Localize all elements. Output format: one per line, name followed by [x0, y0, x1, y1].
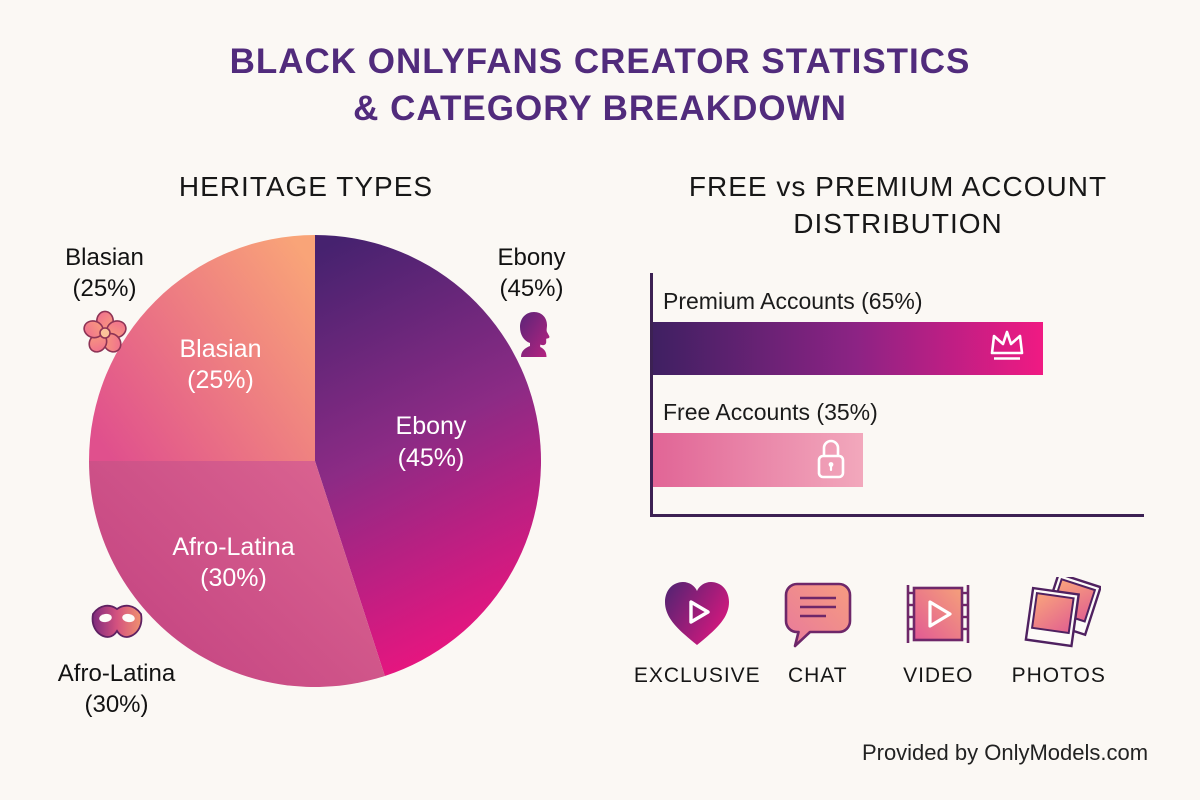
flower-icon — [32, 310, 177, 364]
bar-chart-x-axis — [650, 514, 1144, 517]
page-title-line2: & CATEGORY BREAKDOWN — [353, 89, 847, 128]
accounts-section-heading: FREE vs PREMIUM ACCOUNT DISTRIBUTION — [652, 168, 1144, 242]
callout-blasian-pct: (25%) — [72, 275, 137, 302]
feature-chat: CHAT — [758, 572, 879, 688]
pie-callout-blasian: Blasian (25%) — [32, 242, 177, 364]
callout-afro-latina-name: Afro-Latina — [57, 660, 176, 687]
film-strip-icon — [900, 572, 976, 656]
crown-icon — [985, 328, 1029, 369]
head-silhouette-icon — [459, 310, 604, 366]
feature-video-label: VIDEO — [903, 664, 974, 687]
free-bar — [653, 433, 863, 487]
bar-chart-y-axis — [650, 273, 653, 517]
heritage-pie-chart — [89, 235, 542, 688]
pie-label-ebony-name: Ebony — [395, 412, 467, 440]
carnival-mask-icon — [24, 600, 209, 654]
feature-photos: PHOTOS — [999, 572, 1120, 688]
callout-blasian-name: Blasian — [65, 244, 144, 271]
heritage-section-heading: HERITAGE TYPES — [178, 171, 434, 202]
feature-photos-label: PHOTOS — [1011, 664, 1106, 687]
pie-label-afro-latina-pct: (30%) — [200, 564, 267, 592]
pie-label-ebony-inner: Ebony (45%) — [346, 410, 516, 474]
page-title: BLACK ONLYFANS CREATOR STATISTICS & CATE… — [0, 38, 1200, 132]
callout-afro-latina-pct: (30%) — [84, 691, 149, 718]
pie-label-afro-latina-inner: Afro-Latina (30%) — [126, 532, 341, 594]
premium-bar — [653, 322, 1043, 375]
pie-label-blasian-pct: (25%) — [187, 366, 254, 394]
footer-credit: Provided by OnlyModels.com — [861, 740, 1149, 765]
callout-ebony-pct: (45%) — [499, 275, 564, 302]
pie-label-blasian-name: Blasian — [179, 335, 262, 363]
premium-bar-label: Premium Accounts (65%) — [663, 288, 923, 314]
pie-label-blasian-inner: Blasian (25%) — [128, 334, 313, 396]
pie-slice-ebony — [315, 235, 542, 676]
lock-icon — [813, 435, 849, 486]
polaroid-photos-icon — [1017, 572, 1101, 656]
callout-ebony-name: Ebony — [497, 244, 566, 271]
feature-chat-label: CHAT — [787, 664, 848, 687]
pie-slice-afro-latina — [89, 461, 385, 688]
feature-exclusive: EXCLUSIVE — [633, 572, 761, 688]
free-bar-label: Free Accounts (35%) — [663, 399, 878, 425]
pie-label-afro-latina-name: Afro-Latina — [172, 533, 295, 561]
feature-exclusive-label: EXCLUSIVE — [633, 664, 761, 687]
accounts-heading-line1: FREE vs PREMIUM ACCOUNT — [688, 171, 1108, 202]
pie-callout-afro-latina: Afro-Latina (30%) — [24, 600, 209, 720]
pie-label-ebony-pct: (45%) — [397, 444, 465, 472]
page-title-line1: BLACK ONLYFANS CREATOR STATISTICS — [229, 42, 971, 81]
features-row: EXCLUSIVE CHAT — [633, 572, 1120, 688]
chat-bubble-icon — [780, 572, 856, 656]
pie-slice-blasian — [89, 235, 315, 461]
feature-video: VIDEO — [878, 572, 999, 688]
pie-callout-ebony: Ebony (45%) — [459, 242, 604, 366]
accounts-heading-line2: DISTRIBUTION — [793, 208, 1003, 239]
heart-play-icon — [658, 572, 736, 656]
